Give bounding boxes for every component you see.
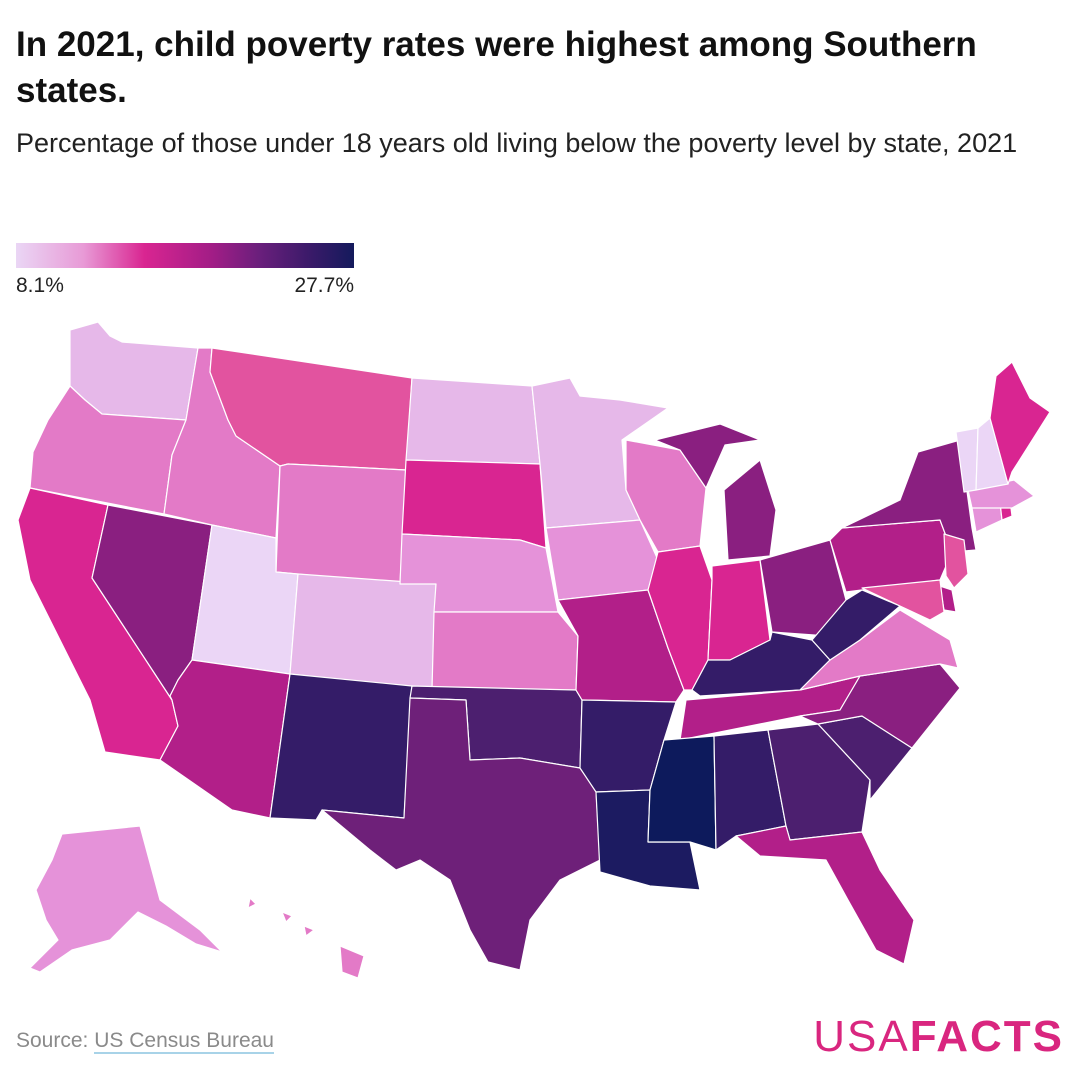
state-NM[interactable] <box>269 673 413 821</box>
chart-subtitle: Percentage of those under 18 years old l… <box>16 128 1018 158</box>
state-AZ[interactable] <box>159 659 291 819</box>
state-IA[interactable] <box>545 519 659 601</box>
state-AK[interactable] <box>29 825 223 973</box>
legend-max-label: 27.7% <box>294 274 354 297</box>
legend-min-label: 8.1% <box>16 274 64 297</box>
state-NJ[interactable] <box>943 533 969 589</box>
state-KS[interactable] <box>431 611 579 691</box>
state-MN[interactable] <box>531 377 669 529</box>
legend-gradient-bar <box>16 243 354 268</box>
source-link[interactable]: US Census Bureau <box>94 1029 274 1054</box>
state-NY[interactable] <box>841 439 977 553</box>
state-ME[interactable] <box>989 361 1051 485</box>
state-WY[interactable] <box>275 463 407 585</box>
source-prefix: Source: <box>16 1029 95 1052</box>
state-TX[interactable] <box>321 697 601 971</box>
state-MI[interactable] <box>654 423 777 561</box>
chart-title: In 2021, child poverty rates were highes… <box>16 25 977 110</box>
us-choropleth-map <box>17 321 1051 979</box>
usafacts-logo: USAFACTS <box>813 1012 1064 1062</box>
state-MD[interactable] <box>861 579 945 621</box>
source-note: Source: US Census Bureau <box>16 1029 274 1054</box>
state-CO[interactable] <box>289 573 437 691</box>
logo-facts: FACTS <box>909 1012 1064 1061</box>
logo-usa: USA <box>813 1012 910 1061</box>
state-HI[interactable] <box>247 897 365 979</box>
state-FL[interactable] <box>735 825 915 965</box>
color-legend: 8.1% 27.7% <box>16 243 354 297</box>
state-ND[interactable] <box>405 377 541 465</box>
